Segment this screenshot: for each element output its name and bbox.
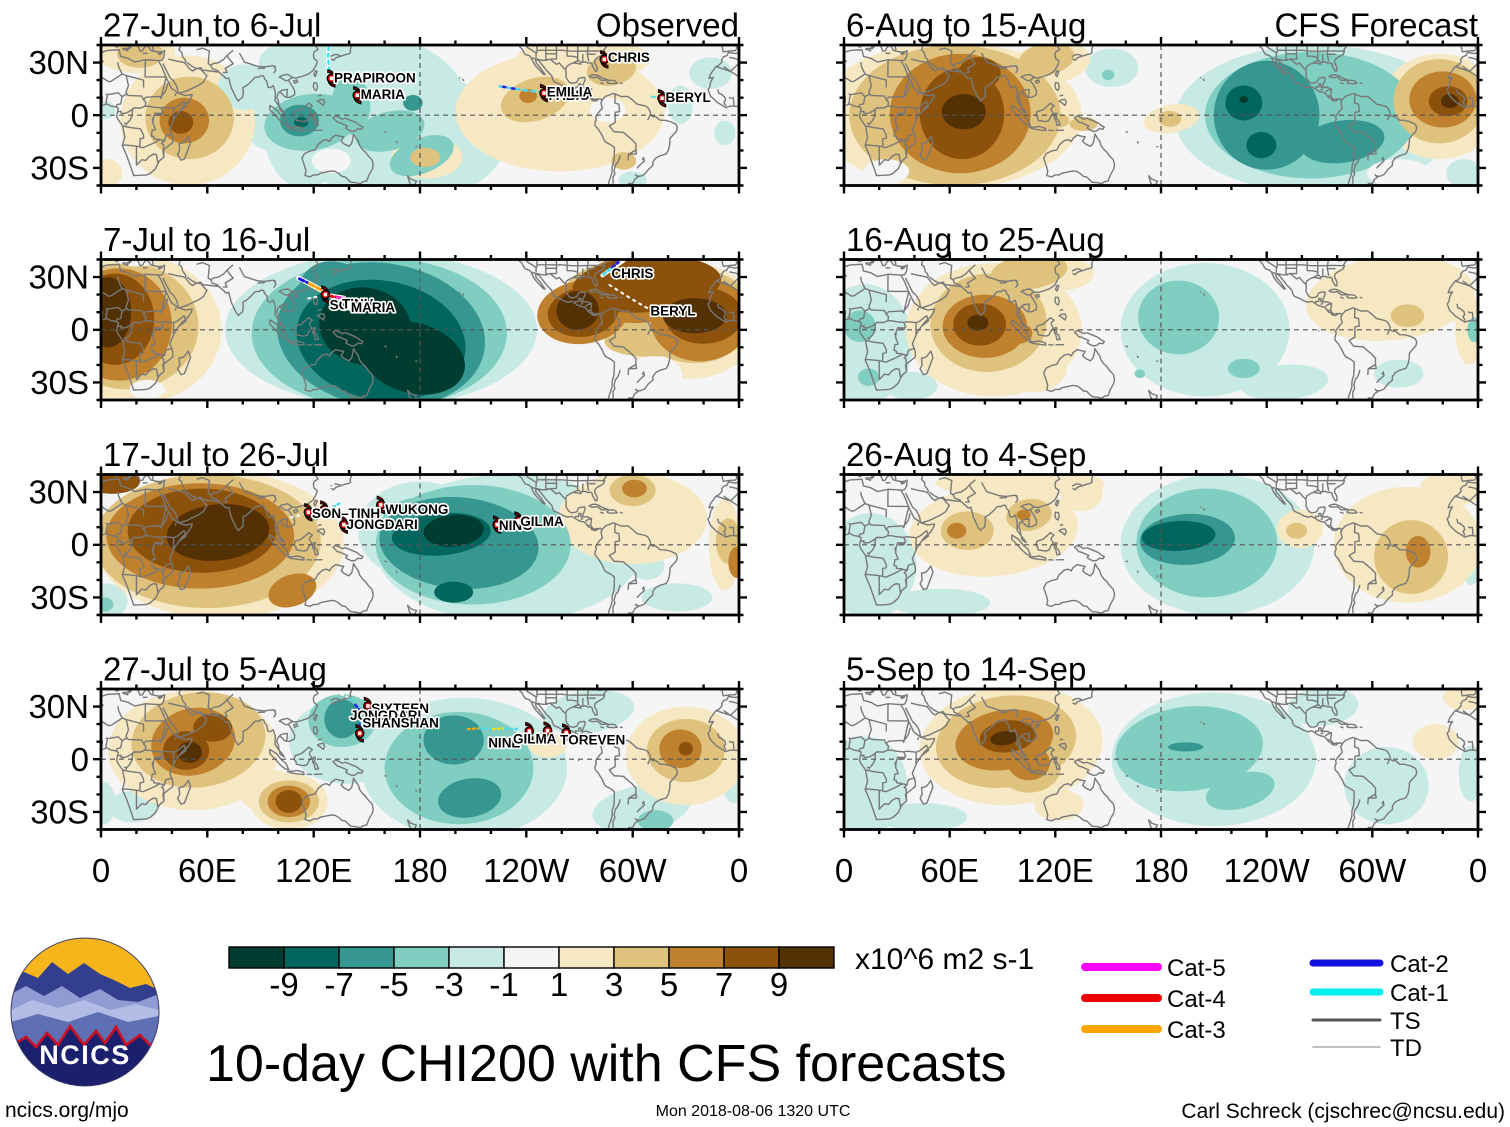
svg-text:SIXTEEN: SIXTEEN — [371, 701, 429, 716]
svg-text:30N: 30N — [28, 259, 89, 296]
svg-text:NING: NING — [499, 518, 533, 533]
svg-text:JONGDARI: JONGDARI — [350, 708, 421, 723]
svg-text:180: 180 — [1133, 852, 1188, 889]
svg-text:16-Aug to 25-Aug: 16-Aug to 25-Aug — [846, 221, 1105, 258]
svg-text:30S: 30S — [30, 149, 89, 186]
svg-text:FABIO: FABIO — [549, 88, 590, 103]
svg-text:120E: 120E — [275, 852, 352, 889]
svg-text:SON: SON — [330, 297, 359, 312]
svg-text:MARIA: MARIA — [361, 87, 405, 102]
svg-text:-7: -7 — [324, 966, 353, 1003]
svg-text:0: 0 — [835, 852, 853, 889]
svg-text:120W: 120W — [1224, 852, 1311, 889]
svg-text:3: 3 — [605, 966, 623, 1003]
svg-text:30S: 30S — [30, 579, 89, 616]
svg-text:GILMA: GILMA — [513, 731, 557, 746]
svg-text:0: 0 — [71, 526, 89, 563]
svg-text:Cat-4: Cat-4 — [1167, 986, 1226, 1013]
svg-text:1: 1 — [550, 966, 568, 1003]
svg-text:-9: -9 — [269, 966, 298, 1003]
svg-text:x10^6 m2 s-1: x10^6 m2 s-1 — [855, 943, 1034, 976]
svg-text:0: 0 — [1469, 852, 1487, 889]
svg-text:5-Sep to 14-Sep: 5-Sep to 14-Sep — [846, 651, 1086, 688]
svg-text:5: 5 — [660, 966, 678, 1003]
svg-text:27-Jul to 5-Aug: 27-Jul to 5-Aug — [103, 651, 327, 688]
svg-text:Observed: Observed — [596, 7, 739, 44]
svg-text:27-Jun to 6-Jul: 27-Jun to 6-Jul — [103, 7, 321, 44]
svg-text:ncics.org/mjo: ncics.org/mjo — [5, 1099, 129, 1122]
svg-text:TS: TS — [1390, 1008, 1421, 1035]
svg-text:TINH: TINH — [342, 296, 374, 311]
svg-text:SHANSHAN: SHANSHAN — [362, 715, 439, 730]
svg-text:NCICS: NCICS — [39, 1040, 131, 1070]
svg-text:Cat-1: Cat-1 — [1390, 980, 1449, 1007]
svg-text:17-Jul to 26-Jul: 17-Jul to 26-Jul — [103, 436, 329, 473]
svg-text:120E: 120E — [1017, 852, 1094, 889]
svg-text:EMILIA: EMILIA — [547, 85, 593, 100]
svg-text:180: 180 — [392, 852, 447, 889]
svg-text:9: 9 — [770, 966, 788, 1003]
svg-text:CHRIS: CHRIS — [608, 50, 650, 65]
svg-text:JONGDARI: JONGDARI — [347, 517, 418, 532]
svg-text:Carl Schreck (cjschrec@ncsu.ed: Carl Schreck (cjschrec@ncsu.edu) — [1181, 1100, 1505, 1123]
svg-text:CHRIS: CHRIS — [611, 266, 653, 281]
svg-text:60E: 60E — [920, 852, 979, 889]
svg-text:SON–TINH: SON–TINH — [312, 506, 380, 521]
svg-text:Cat-2: Cat-2 — [1390, 951, 1449, 978]
svg-text:60W: 60W — [599, 852, 668, 889]
svg-text:0: 0 — [71, 97, 89, 134]
svg-text:0: 0 — [71, 311, 89, 348]
svg-text:WUKONG: WUKONG — [385, 502, 448, 517]
svg-text:NINE: NINE — [488, 735, 520, 750]
svg-text:-5: -5 — [379, 966, 408, 1003]
svg-text:6-Aug to 15-Aug: 6-Aug to 15-Aug — [846, 7, 1086, 44]
svg-text:120W: 120W — [483, 852, 570, 889]
svg-text:MARIA: MARIA — [351, 300, 395, 315]
svg-text:BERYL: BERYL — [650, 303, 695, 318]
svg-text:Cat-5: Cat-5 — [1167, 955, 1226, 982]
svg-text:Cat-3: Cat-3 — [1167, 1017, 1226, 1044]
svg-text:Mon 2018-08-06 1320 UTC: Mon 2018-08-06 1320 UTC — [656, 1103, 851, 1120]
svg-text:BERYL: BERYL — [666, 90, 711, 105]
svg-text:-1: -1 — [489, 966, 518, 1003]
svg-text:-3: -3 — [434, 966, 463, 1003]
svg-text:26-Aug to 4-Sep: 26-Aug to 4-Sep — [846, 436, 1086, 473]
svg-text:60E: 60E — [178, 852, 237, 889]
svg-text:7-Jul to 16-Jul: 7-Jul to 16-Jul — [103, 221, 310, 258]
svg-text:30N: 30N — [28, 44, 89, 81]
svg-text:7: 7 — [715, 966, 733, 1003]
svg-text:0: 0 — [92, 852, 110, 889]
svg-text:60W: 60W — [1338, 852, 1407, 889]
svg-text:30S: 30S — [30, 364, 89, 401]
svg-text:30S: 30S — [30, 793, 89, 830]
svg-text:CFS Forecast: CFS Forecast — [1274, 7, 1478, 44]
svg-text:PRAPIROON: PRAPIROON — [334, 71, 416, 86]
svg-text:30N: 30N — [28, 474, 89, 511]
svg-text:0: 0 — [730, 852, 748, 889]
svg-text:10-day CHI200 with CFS forecas: 10-day CHI200 with CFS forecasts — [206, 1035, 1007, 1093]
svg-text:TD: TD — [1390, 1035, 1422, 1062]
svg-text:TОREVEN: TОREVEN — [560, 733, 625, 748]
svg-text:GILMA: GILMA — [520, 514, 564, 529]
svg-text:0: 0 — [71, 741, 89, 778]
svg-text:30N: 30N — [28, 688, 89, 725]
